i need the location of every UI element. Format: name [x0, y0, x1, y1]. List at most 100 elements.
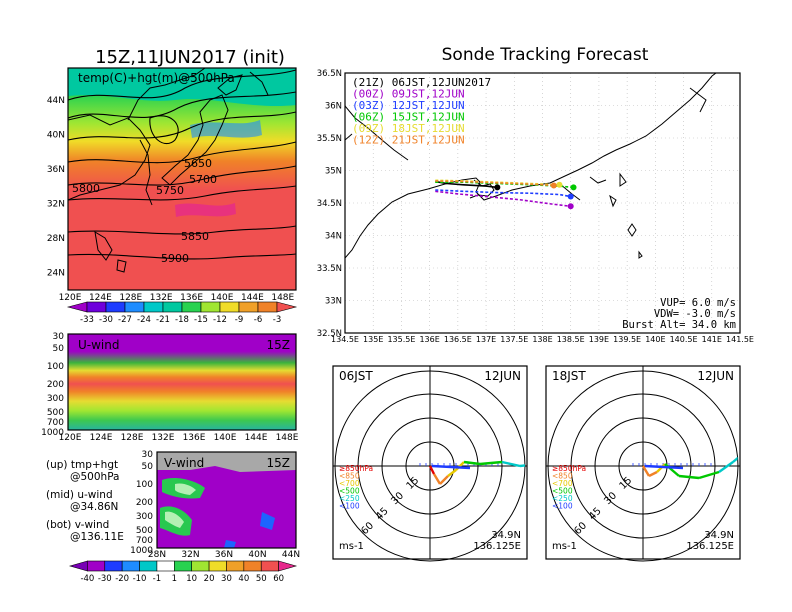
vwind-x-tick: 44N	[282, 550, 300, 560]
tracking-title: Sonde Tracking Forecast	[442, 45, 649, 65]
tracking-y-tick: 35N	[325, 167, 342, 177]
colorbar-tick: -3	[273, 315, 281, 325]
colorbar-cell	[139, 560, 158, 572]
track-end-point	[494, 184, 501, 191]
tracking-legend-entry: (09Z) 18JST,12JUN	[352, 122, 465, 135]
colorbar-tick: -40	[80, 574, 94, 584]
track-end-point	[567, 203, 574, 210]
colorbar-cell	[181, 301, 202, 313]
uwind-y-tick: 500	[47, 408, 64, 418]
hodograph-lat: 34.9N	[704, 530, 734, 541]
hodograph-pressure-legend: <100	[552, 502, 573, 511]
uwind-time: 15Z	[267, 338, 291, 352]
tracking-x-tick: 134.5E	[331, 335, 359, 344]
tracking-legend-entry: (03Z) 12JST,12JUN	[352, 99, 465, 112]
hodograph-trace	[463, 460, 481, 466]
colorbar-tick: -18	[175, 315, 189, 325]
hodograph-trace	[648, 470, 658, 478]
hodograph-pressure-legend: <250	[339, 494, 360, 503]
uwind-y-tick: 700	[47, 418, 64, 428]
tracking-legend-entry: (12Z) 21JST,12JUN	[352, 134, 465, 147]
map-500hpa: temp(C)+hgt(m)@500hPa 5650 5700 5750 5800 58…	[47, 67, 298, 325]
tracking-x-tick: 139.5E	[613, 335, 641, 344]
track-line	[435, 190, 571, 208]
colorbar-cell	[260, 560, 279, 572]
contour-label: 5850	[181, 230, 209, 243]
tracking-legend-entry: (21Z) 06JST,12JUN2017	[352, 76, 491, 89]
colorbar-tick: 30	[221, 574, 232, 584]
tracking-legend-entry: (00Z) 09JST,12JUN	[352, 88, 465, 101]
map500-x-tick: 120E	[59, 293, 82, 303]
map500-y-tick: 32N	[47, 200, 65, 210]
contour-label: 5900	[161, 252, 189, 265]
uwind-y-tick: 1000	[41, 428, 64, 438]
colorbar-cell	[208, 560, 227, 572]
tracking-x-tick: 137.5E	[500, 335, 528, 344]
vwind-y-tick: 200	[136, 498, 153, 508]
panel-notes: (up) tmp+hgt@500hPa (mid) u-wind@34.86N (b…	[46, 459, 124, 543]
hodograph-trace	[745, 442, 751, 452]
map500-y-tick: 40N	[47, 131, 65, 141]
hodograph-pressure-legend: <500	[552, 487, 573, 496]
contour-label: 5800	[72, 182, 100, 195]
map500-y-tick: 44N	[47, 96, 65, 106]
uwind-x-tick: 132E	[152, 433, 175, 443]
burst-readout: Burst Alt= 34.0 km	[622, 319, 736, 331]
tracking-y-tick: 33N	[325, 297, 342, 307]
track-end-point	[570, 184, 577, 191]
vwind-y-tick: 1000	[130, 546, 153, 556]
colorbar-cell	[86, 301, 107, 313]
uwind-y-tick: 300	[47, 394, 64, 404]
hodograph-trace	[644, 464, 684, 470]
hodograph-unit: ms-1	[339, 541, 364, 552]
hodograph-unit: ms-1	[552, 541, 577, 552]
colorbar-cell	[238, 301, 259, 313]
colorbar-cell	[66, 301, 88, 313]
map500-x-tick: 128E	[119, 293, 142, 303]
map500-x-tick: 132E	[150, 293, 173, 303]
colorbar-cell	[276, 301, 298, 313]
coastlines	[67, 67, 269, 273]
vdw-readout: VDW= -3.0 m/s	[654, 308, 736, 320]
colorbar-tick: -12	[213, 315, 227, 325]
map500-x-tick: 136E	[180, 293, 203, 303]
vwind-y-tick: 500	[136, 526, 153, 536]
tracking-map: (21Z) 06JST,12JUN2017(00Z) 09JST,12JUN(0…	[317, 69, 754, 344]
uwind-x-tick: 128E	[121, 433, 144, 443]
hodograph-trace	[428, 465, 436, 475]
hodograph-trace	[432, 473, 442, 485]
hodograph-trace	[447, 469, 457, 477]
hodograph-date: 12JUN	[697, 369, 734, 383]
colorbar-cell	[124, 301, 145, 313]
hodograph-lat: 34.9N	[491, 530, 521, 541]
tracking-x-tick: 135.5E	[387, 335, 415, 344]
track-end-point	[556, 181, 563, 188]
colorbar-tick: -10	[133, 574, 147, 584]
map500-y-tick: 24N	[47, 269, 65, 279]
colorbar-cell	[68, 560, 88, 572]
vwind-x-tick: 36N	[215, 550, 233, 560]
colorbar-cell	[143, 301, 164, 313]
hodograph-trace	[455, 461, 465, 471]
tracking-x-tick: 136E	[419, 335, 439, 344]
uwind-label: U-wind	[78, 338, 119, 352]
map500-label: temp(C)+hgt(m)@500hPa	[78, 71, 235, 85]
colorbar-cell	[87, 560, 106, 572]
colorbar-tick: -30	[99, 315, 113, 325]
hodograph-trace	[732, 451, 738, 463]
tracking-y-tick: 32.5N	[317, 329, 342, 339]
tracking-x-tick: 140.5E	[670, 335, 698, 344]
main-title: 15Z,11JUN2017 (init)	[95, 47, 285, 68]
hodograph-pressure-legend: <250	[552, 494, 573, 503]
track-line	[435, 189, 571, 198]
colorbar-cell	[191, 560, 210, 572]
tracking-x-tick: 138E	[532, 335, 552, 344]
uwind-y-tick: 200	[47, 380, 64, 390]
colorbar-cell	[156, 560, 175, 572]
tracking-x-tick: 141.5E	[726, 335, 754, 344]
vwind-x-tick: 40N	[248, 550, 266, 560]
